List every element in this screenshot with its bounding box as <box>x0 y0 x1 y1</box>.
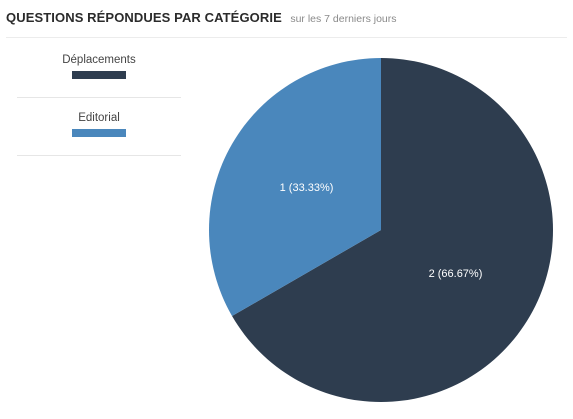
header-divider <box>6 37 567 38</box>
slice-data-label: 2 (66.67%) <box>429 268 483 280</box>
legend-item-deplacements[interactable]: Déplacements <box>17 40 181 98</box>
chart-subtitle: sur les 7 derniers jours <box>290 13 397 25</box>
legend-label: Editorial <box>78 112 120 124</box>
pie-labels: 2 (66.67%) 1 (33.33%) <box>280 182 483 280</box>
legend-item-editorial[interactable]: Editorial <box>17 98 181 156</box>
chart-legend: Déplacements Editorial <box>17 40 181 156</box>
legend-swatch <box>72 129 126 137</box>
chart-title: QUESTIONS RÉPONDUES PAR CATÉGORIE <box>6 10 282 25</box>
pie-slices <box>209 58 553 402</box>
legend-label: Déplacements <box>62 54 136 66</box>
pie-slice-editorial[interactable] <box>209 58 381 316</box>
slice-data-label: 1 (33.33%) <box>280 182 334 194</box>
legend-swatch <box>72 71 126 79</box>
chart-header: QUESTIONS RÉPONDUES PAR CATÉGORIE sur le… <box>6 9 566 27</box>
pie-slice-deplacements[interactable] <box>232 58 553 402</box>
